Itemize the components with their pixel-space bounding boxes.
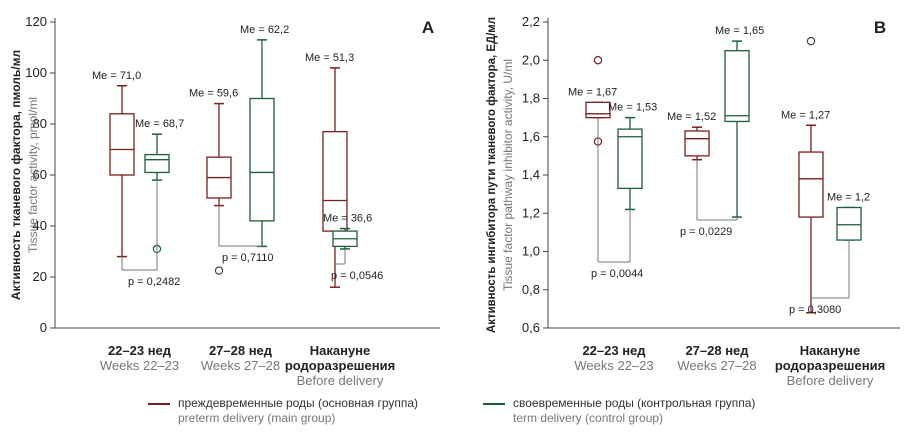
- legend-preterm-swatch: [148, 403, 170, 405]
- panel-a-term-2-box: [249, 97, 275, 222]
- panel-b-category-2-ru: 27–28 нед: [685, 343, 749, 358]
- panel-b-label: B: [874, 18, 886, 37]
- panel-a-preterm-2-me-label: Me = 59,6: [189, 88, 238, 100]
- legend-term-label-ru: своевременные роды (контрольная группа): [513, 396, 756, 410]
- panel-b-preterm-1-me-label: Me = 1,67: [568, 86, 617, 98]
- panel-b-category-1-ru: 22–23 нед: [582, 343, 646, 358]
- panel-b-term-2-box: [724, 50, 750, 123]
- panel-b-category-1-en: Weeks 22–23: [574, 358, 653, 373]
- panel-a-term-2-me-label: Me = 62,2: [240, 24, 289, 36]
- panel-b-term-3-me-label: Me = 1,2: [827, 192, 870, 204]
- panel-b-y-tick-label: 0,6: [522, 320, 540, 335]
- panel-b-pvalue-1-label: p = 0,0044: [591, 268, 643, 280]
- panel-b-preterm-1-outlier: [593, 56, 603, 65]
- panel-a-y-tick-label: 0: [40, 320, 47, 335]
- panel-a-term-1-box: [144, 153, 170, 174]
- panel-b-preterm-2-me-label: Me = 1,52: [667, 111, 716, 123]
- panel-b-preterm-3-outlier: [806, 36, 816, 46]
- legend-preterm: преждевременные роды (основная группа) p…: [148, 396, 468, 428]
- panel-a-category-2-ru: 27–28 нед: [209, 343, 273, 358]
- legend-term-swatch: [483, 403, 505, 405]
- panel-b-term-1-me-label: Me = 1,53: [608, 102, 657, 114]
- panel-a-y-tick-label: 60: [33, 167, 47, 182]
- panel-a-term-3-me-label: Me = 36,6: [323, 213, 372, 225]
- legend-term: своевременные роды (контрольная группа) …: [483, 396, 803, 428]
- panel-a-term-1-me-label: Me = 68,7: [135, 118, 184, 130]
- panel-b-y-tick-label: 2,0: [522, 52, 540, 67]
- panel-b-y-tick-label: 1,8: [522, 91, 540, 106]
- panel-a-category-3-ru2: родоразрешения: [285, 358, 395, 373]
- legend-preterm-label-ru: преждевременные роды (основная группа): [178, 396, 419, 410]
- panel-b-y-tick-label: 1,6: [522, 129, 540, 144]
- panel-a-pvalue-1-label: p = 0,2482: [128, 276, 180, 288]
- panel-a-pvalue-3-label: p = 0,0546: [331, 270, 383, 282]
- panel-b-category-3-ru: Накануне: [800, 343, 861, 358]
- panel-b-category-3-en: Before delivery: [787, 373, 874, 388]
- panel-a-preterm-2-outlier: [214, 266, 224, 275]
- panel-a-label: A: [422, 18, 434, 37]
- panel-a-category-2-en: Weeks 27–28: [201, 358, 280, 373]
- panel-a-y-tick-label: 80: [33, 116, 47, 131]
- panel-a-y-tick-label: 20: [33, 269, 47, 284]
- panel-b-y-tick-label: 1,0: [522, 244, 540, 259]
- panel-a-y-tick-label: 100: [25, 65, 47, 80]
- panel-a-category-3-ru: Накануне: [310, 343, 371, 358]
- panel-b-y-tick-label: 1,4: [522, 167, 540, 182]
- panel-b-term-1-box: [617, 128, 643, 190]
- panel-a-preterm-1-box: [109, 113, 135, 176]
- panel-a-y-tick-label: 40: [33, 218, 47, 233]
- panel-a-category-1-en: Weeks 22–23: [100, 358, 179, 373]
- panel-b-preterm-3-box: [798, 151, 824, 218]
- panel-b-y-tick-label: 2,2: [522, 14, 540, 29]
- panel-b-preterm-1-box: [585, 101, 611, 119]
- panel-b-term-3-box: [836, 206, 862, 241]
- panel-a-pvalue-2-label: p = 0,7110: [222, 252, 273, 264]
- panel-a-y-tick-label: 120: [25, 14, 47, 29]
- panel-b-term-2-me-label: Me = 1,65: [715, 25, 764, 37]
- legend-preterm-label-en: preterm delivery (main group): [178, 411, 336, 425]
- panel-b-preterm-3-me-label: Me = 1,27: [781, 109, 830, 121]
- panel-b-pvalue-2-label: p = 0,0229: [680, 226, 732, 238]
- panel-a-y-label-ru: Активность тканевого фактора, пмоль/мл: [9, 50, 23, 300]
- panel-b-category-3-ru2: родоразрешения: [775, 358, 885, 373]
- panel-b-pvalue-3-label: p = 0,3080: [789, 304, 841, 316]
- panel-b-category-2-en: Weeks 27–28: [677, 358, 756, 373]
- panel-a-category-3-en: Before delivery: [297, 373, 384, 388]
- panel-a-category-1-ru: 22–23 нед: [108, 343, 172, 358]
- panel-b-y-label-en: Tissue factor pathway inhibitor activity…: [501, 59, 515, 291]
- panel-a-preterm-3-me-label: Me = 51,3: [305, 52, 354, 64]
- panel-b-y-label-ru: Активность ингибитора пути тканевого фак…: [484, 17, 498, 333]
- panel-b-y-tick-label: 0,8: [522, 282, 540, 297]
- panel-a-y-label-en: Tissue factor activity, pmol/ml: [26, 97, 40, 253]
- panel-a-preterm-1-me-label: Me = 71,0: [92, 70, 141, 82]
- panel-b-preterm-2-box: [684, 130, 710, 157]
- panel-b-y-tick-label: 1,2: [522, 205, 540, 220]
- legend-term-label-en: term delivery (control group): [513, 411, 664, 425]
